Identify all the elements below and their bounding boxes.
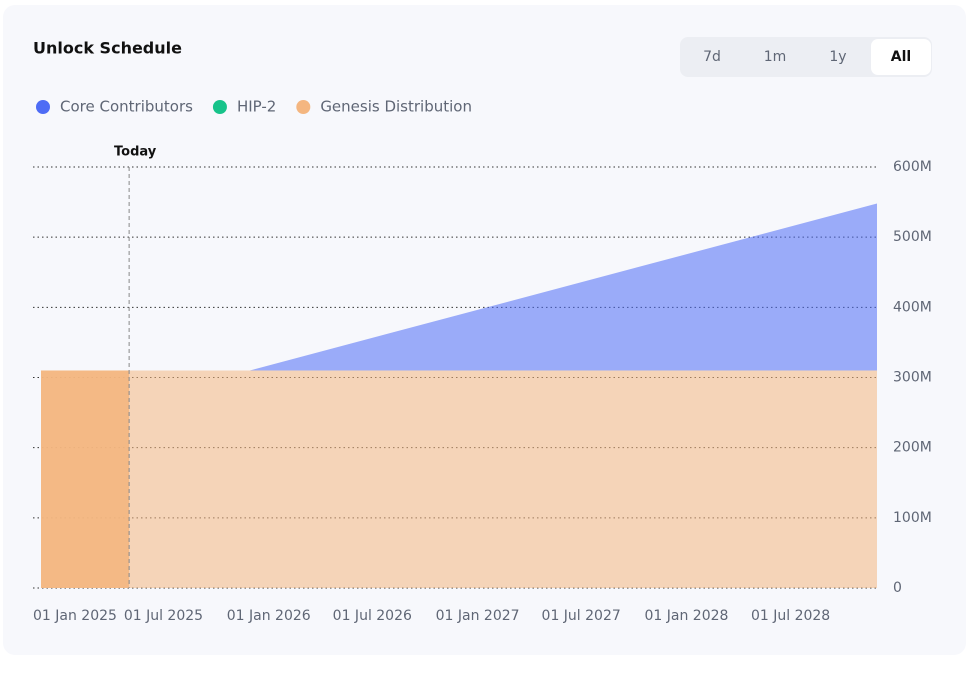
y-tick-label: 400M	[893, 299, 932, 315]
legend-dot	[296, 100, 311, 114]
y-tick-label: 500M	[893, 229, 932, 245]
range-tab[interactable]: 1m	[763, 49, 787, 65]
x-tick-label: 01 Jan 2025	[33, 608, 117, 624]
legend-label: HIP-2	[237, 98, 276, 116]
x-tick-label: 01 Jul 2028	[751, 608, 830, 624]
range-tab[interactable]: 1y	[829, 49, 847, 65]
x-tick-label: 01 Jan 2027	[436, 608, 520, 624]
area	[41, 203, 877, 371]
unlocked-area	[41, 370, 130, 588]
range-tab[interactable]: All	[871, 39, 931, 75]
legend-dot	[212, 100, 227, 114]
x-tick-label: 01 Jan 2026	[227, 608, 311, 624]
legend-label: Genesis Distribution	[320, 98, 472, 116]
chart-title: Unlock Schedule	[33, 39, 182, 58]
x-tick-label: 01 Jul 2025	[124, 608, 203, 624]
y-tick-label: 100M	[893, 510, 932, 526]
y-tick-label: 600M	[893, 159, 932, 175]
range-tabs: 7d 1m 1y All	[680, 37, 932, 77]
today-label: Today	[114, 145, 157, 160]
area	[41, 370, 877, 588]
y-tick-label: 0	[893, 580, 902, 596]
y-tick-label: 200M	[893, 440, 932, 456]
x-tick-label: 01 Jan 2028	[644, 608, 728, 624]
range-tab[interactable]: 7d	[703, 49, 721, 65]
x-tick-label: 01 Jul 2026	[333, 608, 412, 624]
legend-dot	[36, 100, 50, 114]
x-tick-label: 01 Jul 2027	[542, 608, 621, 624]
legend-label: Core Contributors	[60, 98, 193, 116]
y-tick-label: 300M	[893, 370, 932, 386]
